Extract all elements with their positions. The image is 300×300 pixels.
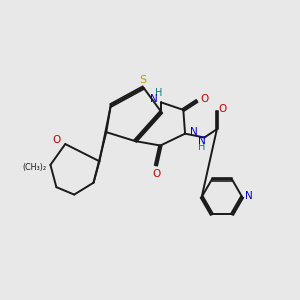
Text: N: N: [190, 127, 197, 137]
Text: H: H: [198, 142, 205, 152]
Text: O: O: [219, 104, 227, 114]
Text: O: O: [153, 169, 161, 179]
Text: S: S: [139, 75, 146, 85]
Text: O: O: [200, 94, 208, 104]
Text: N: N: [197, 136, 205, 146]
Text: O: O: [52, 136, 61, 146]
Text: (CH₃)₂: (CH₃)₂: [22, 163, 46, 172]
Text: N: N: [150, 94, 158, 103]
Text: H: H: [155, 88, 163, 98]
Text: N: N: [245, 191, 253, 201]
